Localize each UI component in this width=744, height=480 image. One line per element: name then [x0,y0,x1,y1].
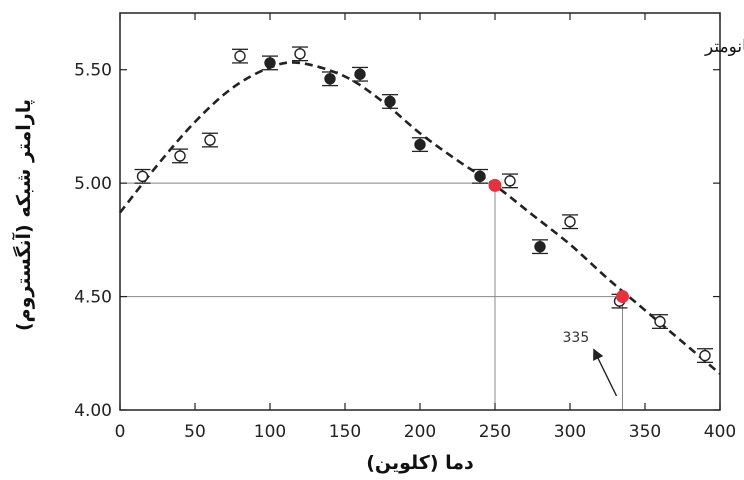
x-tick-label: 50 [184,422,206,442]
x-tick-label: 0 [115,422,126,442]
x-tick-label: 300 [554,422,586,442]
highlight-point-1 [616,290,629,304]
y-axis-title: پارامتر شبکه (آنگستروم) [11,99,35,331]
x-tick-label: 350 [629,422,661,442]
fit-curve-layer [118,61,721,375]
x-tick-label: 150 [329,422,361,442]
points-layer [134,46,713,364]
x-tick-label: 250 [479,422,511,442]
data-point-filled [354,68,366,80]
data-point-filled [324,73,336,85]
reference-lines [120,182,623,410]
data-point-open [564,216,576,228]
data-point-open [204,134,216,146]
fit-curve [118,61,721,375]
annotation-layer: 335 [563,330,618,397]
data-point-filled [534,240,546,253]
data-point-open [654,315,666,328]
x-tick-label: 200 [404,422,436,442]
x-tick-label: 400 [704,422,736,442]
data-point-filled [264,57,276,69]
chart-title: نانوذرات طلا با قطر ۴ نانومتر [704,37,744,57]
y-tick-label: 4.00 [74,401,112,421]
x-axis-title: دما (کلوین) [366,452,474,474]
annotation-label: 335 [563,330,590,346]
data-point-open [699,349,711,362]
data-point-filled [414,138,426,151]
y-tick-label: 5.50 [74,61,112,81]
x-tick-label: 100 [254,422,286,442]
data-point-filled [474,170,486,183]
data-point-filled [384,95,396,108]
data-point-open [234,50,246,62]
data-point-open [174,150,186,162]
highlight-layer [488,178,629,304]
y-tick-label: 4.50 [74,288,112,308]
y-tick-label: 5.00 [74,174,112,194]
data-point-open [136,170,149,183]
annotation-arrow [593,348,618,397]
ticks-layer: 0 50 100 150 200 250 300 350 400 4.00 4.50 5.00 5.50 [74,13,736,442]
highlight-point-0 [488,178,502,192]
data-point-open [504,175,516,187]
data-point-open [294,48,306,60]
